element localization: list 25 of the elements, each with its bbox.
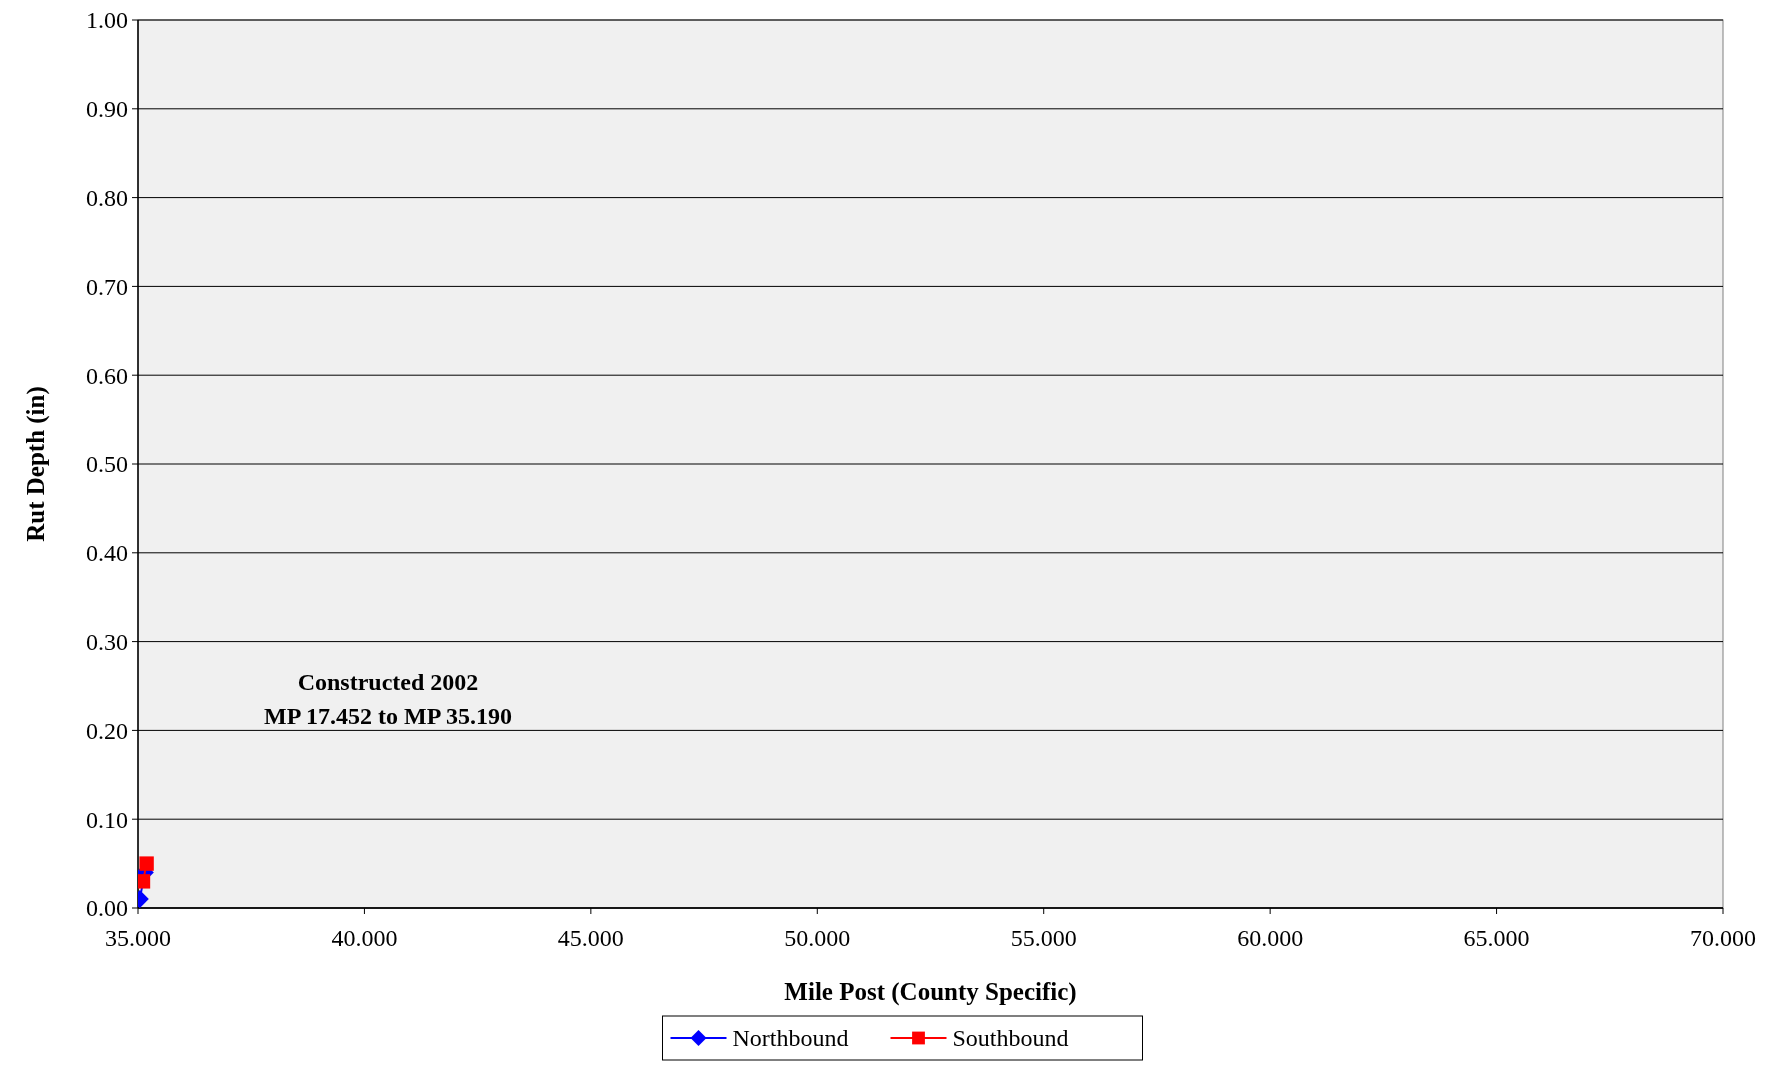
- x-axis-title: Mile Post (County Specific): [784, 978, 1077, 1006]
- annotation: Constructed 2002: [297, 669, 479, 695]
- legend-label: Southbound: [952, 1025, 1069, 1052]
- y-tick-label: 0.60: [86, 362, 128, 389]
- y-tick-label: 0.20: [86, 717, 128, 744]
- y-tick-label: 0.30: [86, 629, 128, 655]
- y-tick-label: 0.70: [86, 273, 128, 300]
- x-tick-label: 55.000: [1010, 925, 1077, 951]
- x-tick-label: 70.000: [1690, 925, 1756, 951]
- x-tick-label: 65.000: [1463, 925, 1530, 951]
- y-tick-label: 0.80: [86, 185, 128, 211]
- y-tick-label: 0.00: [86, 895, 128, 922]
- x-tick-label: 35.000: [105, 925, 171, 951]
- x-tick-label: 50.000: [784, 925, 851, 951]
- y-tick-label: 0.40: [86, 540, 128, 567]
- y-tick-label: 1.00: [86, 7, 128, 34]
- y-tick-label: 0.50: [86, 451, 128, 478]
- legend-label: Northbound: [732, 1025, 849, 1052]
- x-tick-label: 45.000: [557, 925, 624, 951]
- x-tick-label: 60.000: [1237, 925, 1304, 951]
- x-tick-label: 40.000: [331, 925, 398, 951]
- y-tick-label: 0.90: [86, 96, 128, 123]
- y-axis-title: Rut Depth (in): [22, 386, 50, 542]
- annotation: MP 17.452 to MP 35.190: [264, 703, 512, 729]
- y-tick-label: 0.10: [86, 806, 128, 833]
